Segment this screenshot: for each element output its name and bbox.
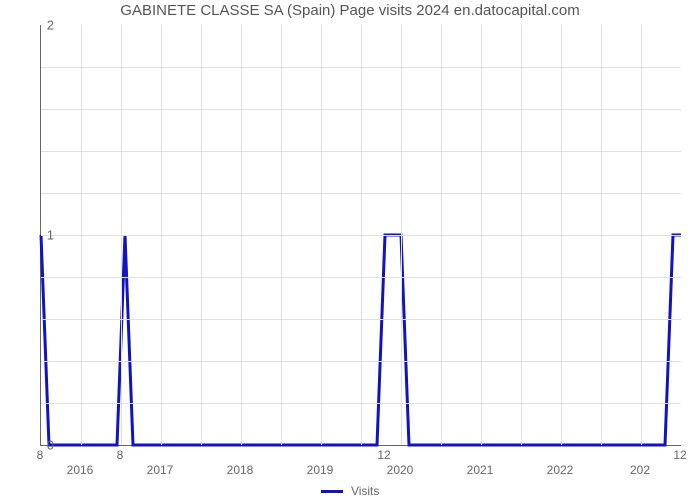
gridline-horizontal-minor — [41, 319, 681, 320]
x-value-label: 12 — [377, 448, 390, 462]
x-year-label: 2019 — [307, 463, 334, 477]
chart-container: GABINETE CLASSE SA (Spain) Page visits 2… — [0, 0, 700, 500]
gridline-horizontal-minor — [41, 151, 681, 152]
gridline-horizontal-minor — [41, 109, 681, 110]
gridline-horizontal-minor — [41, 67, 681, 68]
x-value-label: 8 — [117, 448, 124, 462]
x-year-label: 2021 — [467, 463, 494, 477]
x-year-label: 2022 — [547, 463, 574, 477]
plot-area — [40, 25, 681, 446]
legend: Visits — [0, 484, 700, 498]
y-tick-label: 1 — [34, 228, 54, 243]
x-year-label: 202 — [630, 463, 650, 477]
gridline-horizontal-minor — [41, 403, 681, 404]
x-year-label: 2016 — [67, 463, 94, 477]
x-year-label: 2020 — [387, 463, 414, 477]
gridline-horizontal-minor — [41, 193, 681, 194]
x-value-label: 8 — [37, 448, 44, 462]
gridline-horizontal — [41, 235, 681, 236]
y-tick-label: 2 — [34, 18, 54, 33]
x-year-label: 2018 — [227, 463, 254, 477]
x-value-label: 12 — [673, 448, 686, 462]
gridline-horizontal-minor — [41, 361, 681, 362]
legend-label: Visits — [351, 484, 379, 498]
x-year-label: 2017 — [147, 463, 174, 477]
chart-title: GABINETE CLASSE SA (Spain) Page visits 2… — [0, 2, 700, 19]
legend-swatch — [321, 490, 343, 493]
gridline-horizontal-minor — [41, 277, 681, 278]
